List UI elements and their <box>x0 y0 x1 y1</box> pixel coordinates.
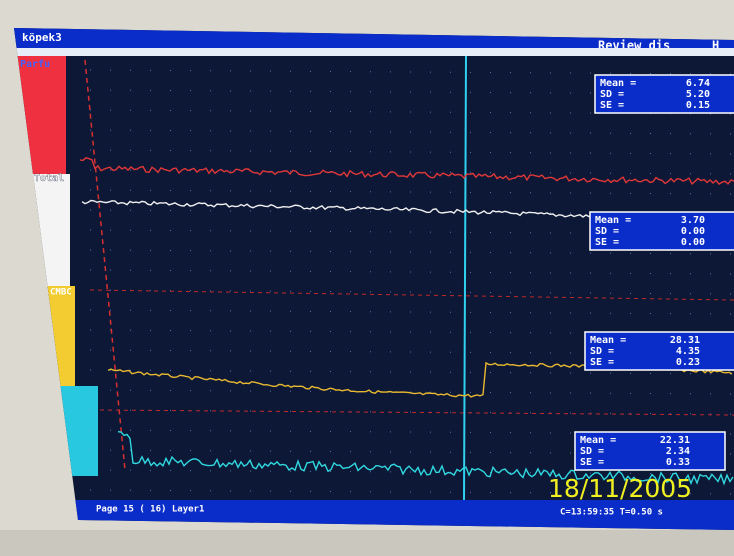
stat-label: Mean = <box>590 335 626 346</box>
sidebar-label: Total <box>34 173 64 184</box>
sidebar-label: CMBC <box>50 288 72 298</box>
sidebar-label: Parfu <box>20 59 50 70</box>
window-title: köpek3 <box>22 31 62 44</box>
stat-value: 28.31 <box>670 335 700 346</box>
stat-label: SE = <box>595 237 619 248</box>
stat-value: 0.00 <box>681 237 705 248</box>
stat-label: SE = <box>590 357 614 368</box>
top-border <box>0 48 734 56</box>
stat-label: SD = <box>600 89 624 100</box>
stat-value: 0.23 <box>676 357 700 368</box>
stat-label: Mean = <box>580 435 616 446</box>
stat-value: 4.35 <box>676 346 700 357</box>
stat-label: SD = <box>590 346 614 357</box>
stat-value: 0.15 <box>686 100 710 111</box>
photo-timestamp: 18/11/2005 <box>548 474 692 503</box>
stat-value: 2.34 <box>666 446 690 457</box>
bezel-bottom <box>0 530 734 556</box>
monitor-photo: köpek3 Review dis H Parfu Total CMBC Mea… <box>0 0 734 556</box>
stat-value: 22.31 <box>660 435 690 446</box>
stat-label: Mean = <box>600 78 636 89</box>
stat-value: 0.33 <box>666 457 690 468</box>
screen: köpek3 Review dis H Parfu Total CMBC Mea… <box>0 0 734 556</box>
time-indicator: C=13:59:35 T=0.50 s <box>560 508 663 518</box>
stat-value: 0.00 <box>681 226 705 237</box>
stat-label: SD = <box>595 226 619 237</box>
page: {"window": {"title": "köpek3", "mode": "… <box>0 0 734 556</box>
stat-label: SE = <box>580 457 604 468</box>
stat-value: 3.70 <box>681 215 705 226</box>
stat-label: SE = <box>600 100 624 111</box>
page-indicator: Page 15 ( 16) Layer1 <box>96 505 204 515</box>
stat-label: SD = <box>580 446 604 457</box>
stat-label: Mean = <box>595 215 631 226</box>
stat-value: 5.20 <box>686 89 710 100</box>
stat-value: 6.74 <box>686 78 710 89</box>
